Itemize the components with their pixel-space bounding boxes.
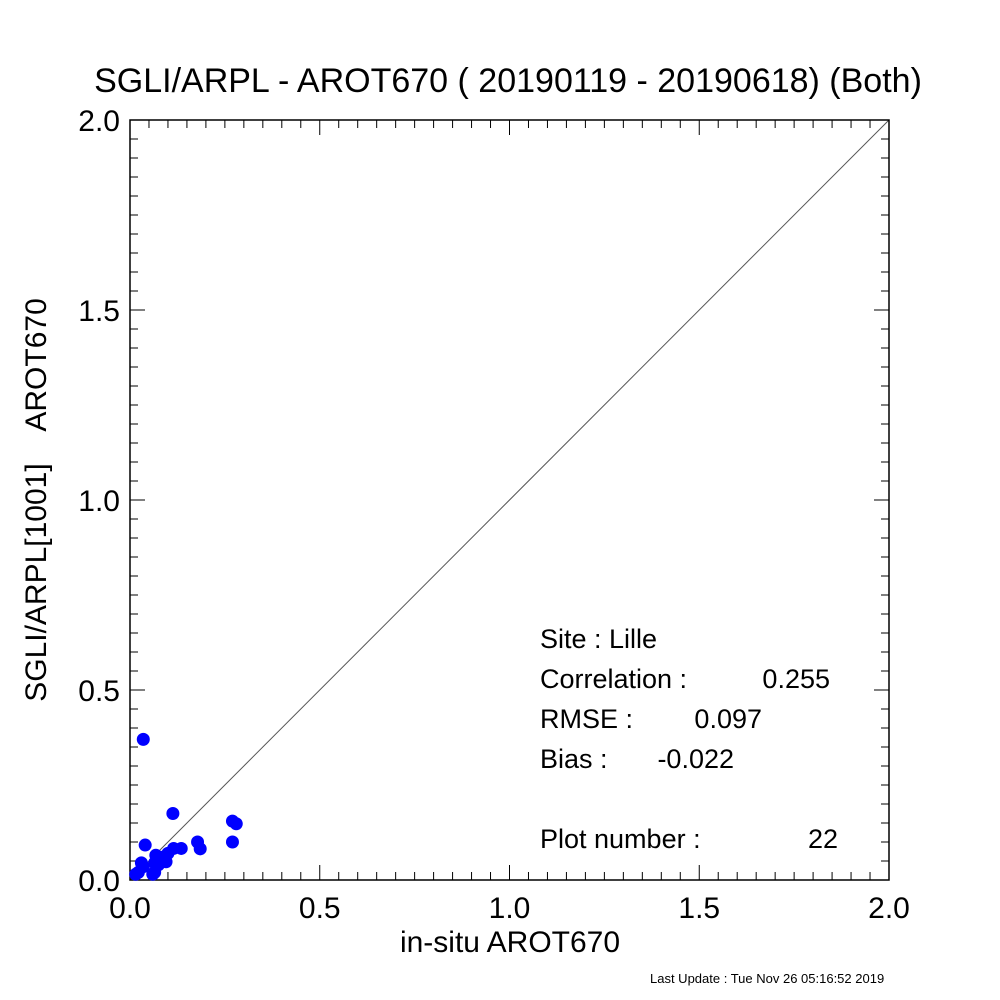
data-point [146, 867, 160, 881]
correlation-label: Correlation : [540, 664, 687, 694]
x-axis-label: in-situ AROT670 [400, 926, 620, 959]
data-point [229, 817, 243, 831]
y-tick-label: 0.0 [78, 865, 120, 898]
data-point [138, 838, 152, 852]
last-update-footer: Last Update : Tue Nov 26 05:16:52 2019 [650, 971, 885, 986]
correlation-value: 0.255 [762, 664, 830, 694]
data-point [193, 842, 207, 856]
x-tick-label: 0.5 [299, 892, 341, 925]
data-point [129, 867, 143, 881]
y-tick-label: 1.0 [78, 485, 120, 518]
y-axis-label: SGLI/ARPL[1001] AROT670 [20, 298, 53, 702]
rmse-value: 0.097 [694, 704, 762, 734]
plot-number-label: Plot number : [540, 824, 701, 854]
stats-annotation: Site : Lille Correlation : 0.255 RMSE : … [540, 624, 838, 854]
chart-title: SGLI/ARPL - AROT670 ( 20190119 - 2019061… [94, 62, 922, 100]
plot-number-value: 22 [808, 824, 838, 854]
plot-frame [129, 119, 890, 881]
x-tick-label: 0.0 [109, 892, 151, 925]
one-to-one-line [129, 119, 890, 881]
y-tick-label: 1.5 [78, 295, 120, 328]
data-point [166, 807, 180, 820]
x-tick-labels: 0.0 0.5 1.0 1.5 2.0 [109, 892, 910, 925]
bias-label: Bias : [540, 744, 608, 774]
minor-ticks [130, 120, 889, 880]
y-tick-label: 2.0 [78, 105, 120, 138]
x-tick-label: 2.0 [868, 892, 910, 925]
data-point [174, 841, 188, 855]
x-tick-label: 1.5 [678, 892, 720, 925]
bias-value: -0.022 [657, 744, 734, 774]
data-point [136, 732, 150, 746]
y-tick-labels: 0.0 0.5 1.0 1.5 2.0 [78, 105, 120, 898]
data-points [129, 732, 243, 881]
data-point [225, 835, 239, 849]
rmse-label: RMSE : [540, 704, 633, 734]
x-tick-label: 1.0 [489, 892, 531, 925]
y-tick-label: 0.5 [78, 675, 120, 708]
site-label: Site : Lille [540, 624, 657, 654]
